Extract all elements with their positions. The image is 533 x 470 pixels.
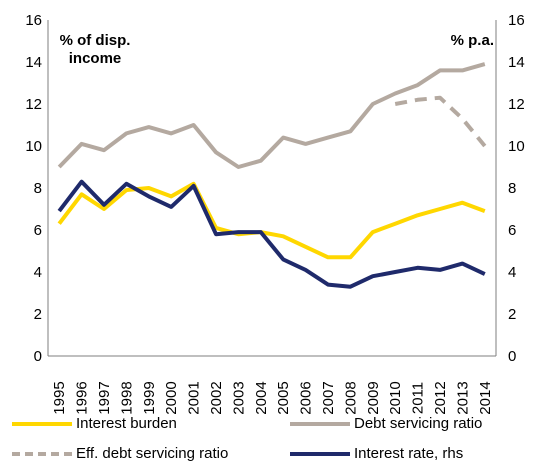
right-tick-label: 10 (508, 138, 525, 155)
left-tick-label: 12 (25, 96, 42, 113)
tick-labels: 0 0 2 2 4 4 6 6 8 8 10 10 12 12 14 14 16 16 1995 1996 1997 19… (25, 12, 524, 415)
x-tick-label: 1997 (96, 381, 113, 414)
right-tick-label: 14 (508, 54, 525, 71)
left-tick-label: 16 (25, 12, 42, 29)
left-tick-label: 0 (34, 348, 42, 365)
x-tick-label: 2007 (320, 381, 337, 414)
x-tick-label: 2012 (432, 381, 449, 414)
right-tick-label: 0 (508, 348, 516, 365)
series-lines (57, 62, 487, 289)
left-axis-unit-label: % of disp. income (60, 32, 131, 67)
x-tick-label: 1996 (74, 381, 91, 414)
x-tick-label: 1995 (51, 381, 68, 414)
left-tick-label: 6 (34, 222, 42, 239)
right-tick-label: 12 (508, 96, 525, 113)
x-tick-label: 2008 (342, 381, 359, 414)
x-tick-label: 2003 (230, 381, 247, 414)
x-tick-label: 2002 (208, 381, 225, 414)
right-tick-label: 16 (508, 12, 525, 29)
x-tick-label: 2006 (298, 381, 315, 414)
x-tick-label: 2005 (275, 381, 292, 414)
left-tick-label: 2 (34, 306, 42, 323)
x-tick-label: 2000 (163, 381, 180, 414)
left-tick-label: 10 (25, 138, 42, 155)
x-tick-label: 1999 (141, 381, 158, 414)
right-tick-label: 6 (508, 222, 516, 239)
right-tick-label: 8 (508, 180, 516, 197)
x-tick-label: 2013 (454, 381, 471, 414)
right-tick-label: 4 (508, 264, 516, 281)
left-tick-label: 8 (34, 180, 42, 197)
series-interest-rate-rhs (57, 179, 486, 289)
x-tick-label: 2010 (387, 381, 404, 414)
x-tick-label: 2011 (410, 382, 427, 414)
x-tick-label: 2001 (186, 381, 203, 414)
x-tick-label: 2009 (365, 381, 382, 414)
left-tick-label: 4 (34, 264, 42, 281)
series-debt-servicing-ratio (57, 62, 486, 169)
x-tick-label: 2004 (253, 381, 270, 414)
series-eff-debt-servicing-ratio (394, 95, 487, 148)
axes (47, 20, 497, 357)
right-tick-label: 2 (508, 306, 516, 323)
left-tick-label: 14 (25, 54, 42, 71)
x-tick-label: 2014 (477, 381, 494, 414)
series-interest-burden (57, 181, 486, 260)
right-axis-unit-label: % p.a. (451, 32, 494, 49)
x-tick-label: 1998 (118, 381, 135, 414)
